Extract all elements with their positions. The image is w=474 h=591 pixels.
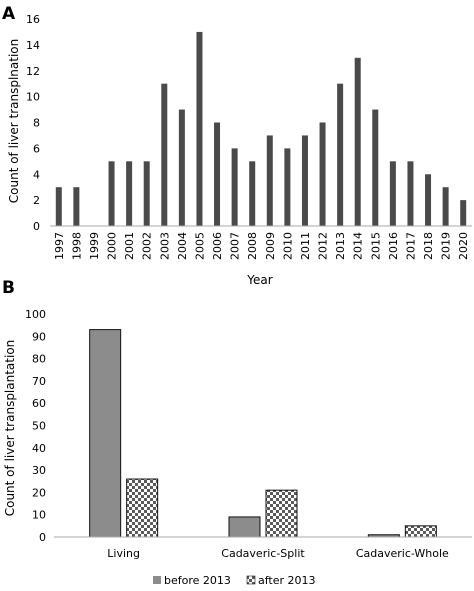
panel-a-y-tick-label: 8: [33, 117, 40, 130]
panel-a-bar: [372, 109, 379, 226]
panel-a-y-tick-label: 2: [33, 194, 40, 207]
panel-b-y-tick-label: 90: [32, 330, 46, 343]
panel-a-y-axis-label: Count of liver transplnation: [7, 39, 21, 203]
panel-a-bar: [407, 161, 414, 226]
legend-label-before: before 2013: [164, 574, 231, 587]
panel-a-x-tick-label: 2018: [422, 232, 435, 260]
panel-a-x-tick-label: 2006: [211, 232, 224, 260]
panel-a-bar: [214, 122, 221, 226]
panel-a-bar: [161, 83, 168, 226]
panel-a-bar: [108, 161, 115, 226]
panel-a-y-tick-label: 12: [26, 65, 40, 78]
panel-b-y-tick-label: 70: [32, 375, 46, 388]
panel-a-y-ticks: 0 2 4 6 8 10 12 14 16: [26, 13, 40, 233]
panel-a-bar: [284, 148, 291, 226]
panel-b-category-label: Living: [107, 547, 140, 560]
panel-a-x-tick-label: 2010: [281, 232, 294, 260]
panel-a-bar: [460, 200, 467, 226]
panel-a-bar: [231, 148, 238, 226]
panel-a-bar: [319, 122, 326, 226]
panel-a-bar: [337, 83, 344, 226]
panel-b-y-axis-label: Count of liver transplantation: [3, 340, 17, 517]
panel-a-y-tick-label: 6: [33, 142, 40, 155]
panel-a-x-tick-label: 2000: [106, 232, 119, 260]
panel-b-bar-after: [265, 489, 298, 538]
panel-a-bar: [389, 161, 396, 226]
panel-a-x-tick-label: 2009: [264, 232, 277, 260]
panel-b-y-tick-label: 80: [32, 353, 46, 366]
panel-a-x-tick-label: 2017: [404, 232, 417, 260]
panel-a-x-tick-label: 2011: [299, 232, 312, 260]
panel-a-y-tick-label: 4: [33, 168, 40, 181]
panel-a-x-tick-label: 2005: [193, 232, 206, 260]
panel-a-y-tick-label: 16: [26, 13, 40, 26]
panel-a-x-tick-label: 2016: [387, 232, 400, 260]
panel-b-y-tick-label: 20: [32, 486, 46, 499]
panel-a-x-tick-label: 2013: [334, 232, 347, 260]
panel-b-y-tick-label: 50: [32, 420, 46, 433]
panel-b-bars: [89, 329, 437, 538]
panel-a-bar: [354, 57, 361, 226]
panel-a-bar: [425, 174, 432, 226]
panel-b-y-tick-label: 60: [32, 397, 46, 410]
panel-a-bar: [178, 109, 185, 226]
panel-a-y-tick-label: 0: [33, 220, 40, 233]
panel-a-bar: [126, 161, 133, 226]
panel-a-x-tick-label: 2004: [176, 232, 189, 260]
panel-b-y-ticks: 0 10 20 30 40 50 60 70 80 90 100: [25, 308, 46, 544]
panel-a-bar: [266, 135, 273, 226]
panel-b-legend: before 2013 after 2013: [153, 574, 316, 587]
panel-b-bar-before: [228, 516, 261, 538]
panel-b-y-tick-label: 10: [32, 509, 46, 522]
legend-swatch-before: [153, 576, 161, 584]
panel-a-bar: [143, 161, 150, 226]
panel-b-category-label: Cadaveric-Split: [221, 547, 305, 560]
panel-a-bar: [442, 187, 449, 226]
panel-a-bar: [73, 187, 80, 226]
panel-a-label: A: [2, 4, 16, 24]
panel-b-label: B: [2, 278, 15, 298]
panel-b-category-labels: Living Cadaveric-Split Cadaveric-Whole: [107, 547, 449, 560]
panel-b-y-tick-label: 40: [32, 442, 46, 455]
panel-a-y-tick-label: 14: [26, 39, 40, 52]
panel-a-y-tick-label: 10: [26, 91, 40, 104]
panel-a-x-tick-label: 2002: [141, 232, 154, 260]
panel-b-y-tick-label: 100: [25, 308, 46, 321]
panel-a-x-tick-label: 2015: [369, 232, 382, 260]
panel-b-bar-after: [126, 478, 159, 538]
panel-a-x-tick-label: 1998: [70, 232, 83, 260]
panel-b-y-tick-label: 30: [32, 464, 46, 477]
panel-a-bars: [55, 31, 467, 226]
panel-a-x-tick-label: 1997: [53, 232, 66, 260]
panel-a-bar: [55, 187, 62, 226]
panel-a-bar: [249, 161, 256, 226]
panel-b-chart: B Count of liver transplantation 0 10 20 30…: [2, 278, 472, 587]
panel-b-category-label: Cadaveric-Whole: [356, 547, 449, 560]
panel-a-x-tick-label: 2008: [246, 232, 259, 260]
panel-a-bar: [196, 31, 203, 226]
panel-a-bar: [301, 135, 308, 226]
legend-swatch-after: [246, 575, 256, 585]
panel-a-x-tick-label: 1999: [88, 232, 101, 260]
panel-a-chart: A Count of liver transplnation Year 0 2 4 6…: [2, 4, 472, 287]
legend-label-after: after 2013: [258, 574, 316, 587]
panel-b-bar-after: [404, 525, 437, 538]
panel-b-y-tick-label: 0: [39, 531, 46, 544]
panel-a-x-tick-label: 2001: [123, 232, 136, 260]
panel-a-x-tick-labels: 1997 1998 1999 2000 2001 2002 2003 2004 2005 2006…: [53, 232, 470, 260]
panel-b-bar-before: [89, 329, 122, 538]
panel-a-x-tick-label: 2020: [457, 232, 470, 260]
panel-a-x-tick-label: 2007: [229, 232, 242, 260]
panel-a-x-tick-label: 2003: [158, 232, 171, 260]
panel-a-x-tick-label: 2019: [440, 232, 453, 260]
panel-a-x-tick-label: 2012: [317, 232, 330, 260]
panel-a-x-axis-label: Year: [246, 273, 272, 287]
panel-a-x-tick-label: 2014: [352, 232, 365, 260]
